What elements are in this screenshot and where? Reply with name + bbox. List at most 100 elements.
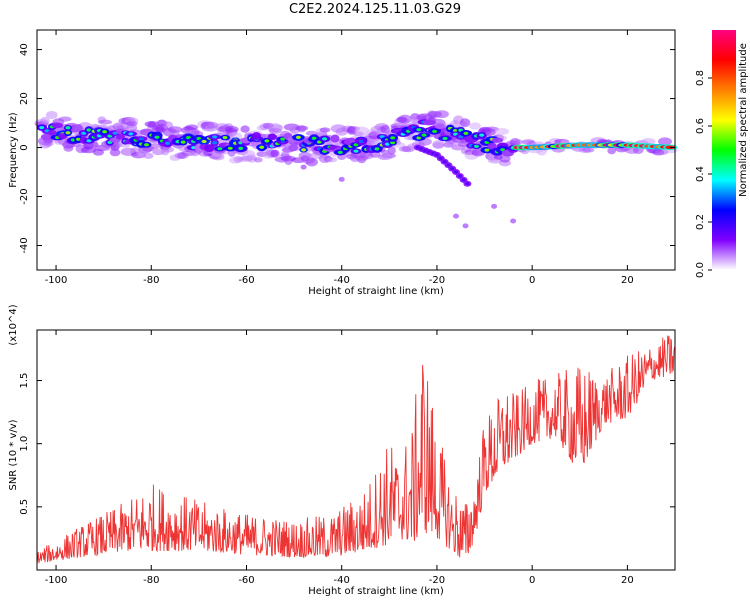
spectrum-halo: [167, 126, 183, 134]
spectrum-scatter: [462, 223, 469, 229]
spectrum-branch-core: [453, 170, 458, 174]
spectrum-blob: [204, 144, 215, 153]
spectrum-halo: [398, 114, 412, 124]
spectrum-core: [322, 137, 328, 141]
spectrum-halo: [240, 125, 250, 133]
spectrum-blob: [74, 124, 83, 132]
spec-ytick-label: -20: [19, 188, 30, 204]
snr-frame: [36, 329, 676, 571]
spectrum-halo: [641, 138, 656, 145]
colorbar-tick-label: 0.0: [695, 262, 706, 278]
spec-xtick-label: -60: [238, 275, 254, 286]
spectrum-core: [144, 143, 150, 147]
spectrum-core: [39, 125, 45, 130]
spec-ytick-label: 20: [19, 92, 30, 105]
spectrum-core: [238, 146, 244, 150]
spectrum-blob: [288, 144, 298, 152]
spectrum-halo: [434, 110, 449, 119]
spectrum-blob: [434, 123, 445, 130]
spectrum-scatter: [510, 218, 517, 224]
spectrum-halo: [469, 122, 481, 130]
spectrum-halo: [150, 142, 160, 150]
spectrum-core: [264, 139, 270, 143]
figure-title: C2E2.2024.125.11.03.G29: [288, 2, 462, 17]
spectrum-core: [164, 141, 170, 145]
spectrum-core: [280, 137, 286, 141]
spectrum-branch-core: [434, 153, 439, 157]
snr-line: [36, 335, 675, 564]
snr-multiplier: (x10^4): [8, 304, 19, 345]
spectrum-blob: [47, 129, 57, 136]
spectrum-blob: [251, 132, 262, 140]
spectrum-core: [473, 144, 479, 149]
spectrum-halo: [43, 140, 54, 147]
spectrum-halo: [657, 137, 673, 146]
spectrum-core: [128, 132, 134, 136]
spectrum-core: [463, 131, 469, 135]
spectrum-core: [86, 139, 92, 143]
spectrum-halo: [273, 124, 284, 132]
spectrum-halo: [305, 157, 318, 167]
snr-ytick-label: 0.5: [19, 499, 30, 515]
spectrum-core: [432, 129, 438, 133]
spectrum-halo: [582, 147, 595, 153]
spectrum-blob: [267, 133, 277, 141]
snr-xtick-label: -20: [429, 575, 445, 586]
snr-xtick-label: 20: [621, 575, 634, 586]
spectrum-core: [484, 148, 490, 152]
spectrum-core: [374, 147, 380, 151]
snr-xtick-label: -40: [334, 575, 350, 586]
spectrum-branch-core: [446, 163, 451, 167]
spectrum-halo: [326, 157, 338, 163]
spec-xtick-label: 20: [621, 275, 634, 286]
spectrum-core: [180, 140, 186, 144]
spec-ylabel: Frequency (Hz): [8, 112, 19, 188]
snr-ytick-label: 1.5: [19, 373, 30, 389]
snr-ylabel: SNR (10 * v/v): [8, 419, 19, 490]
spectrum-halo: [432, 140, 445, 150]
spec-ytick-label: 40: [19, 43, 30, 56]
spectrum-scatter: [491, 203, 498, 209]
spectrum-blob: [330, 134, 340, 143]
spectrum-blob: [422, 119, 437, 126]
spectrum-core: [81, 131, 87, 135]
spectrum-core: [358, 139, 364, 143]
spectrum-halo: [607, 147, 617, 155]
colorbar-tick-label: 0.6: [695, 118, 706, 134]
spectrum-scatter: [300, 164, 307, 170]
snr-ytick-label: 1.0: [19, 436, 30, 452]
snr-xtick-label: 0: [529, 575, 535, 586]
spectrum-halo: [354, 126, 369, 135]
spec-xtick-label: -20: [429, 275, 445, 286]
spectrum-core: [212, 141, 218, 145]
spec-xtick-label: -40: [334, 275, 350, 286]
spectrum-branch-core: [457, 174, 462, 178]
spectrum-halo: [387, 146, 396, 155]
spectrum-branch-core: [465, 182, 470, 186]
spectrum-core: [259, 145, 265, 149]
snr-xtick-label: -80: [143, 575, 159, 586]
spectrum-core: [222, 135, 228, 140]
spectrum-halo: [80, 146, 96, 154]
spec-ytick-label: 0: [19, 144, 30, 150]
spectrum-halo: [162, 146, 175, 153]
spectrum-core: [458, 135, 464, 139]
spec-xtick-label: -100: [45, 275, 68, 286]
spectrum-halo: [254, 157, 263, 163]
spectrum-core: [154, 135, 160, 139]
spectrum-halo: [499, 154, 511, 163]
spectrogram-marks: [34, 110, 678, 229]
spectrum-core: [65, 131, 71, 135]
spectrum-core: [138, 137, 144, 141]
colorbar-tick-label: 0.4: [695, 166, 706, 182]
spectrum-halo: [459, 118, 471, 128]
spectrum-core: [479, 133, 485, 137]
spectrum-core: [102, 130, 108, 134]
colorbar-tick-label: 0.2: [695, 214, 706, 230]
spectrum-halo: [297, 125, 307, 133]
spectrum-branch-core: [442, 160, 447, 164]
colorbar-tick-label: 0.8: [695, 70, 706, 86]
spectrum-halo: [513, 139, 523, 146]
spectrum-core: [390, 141, 396, 145]
spec-frame: [36, 29, 676, 271]
